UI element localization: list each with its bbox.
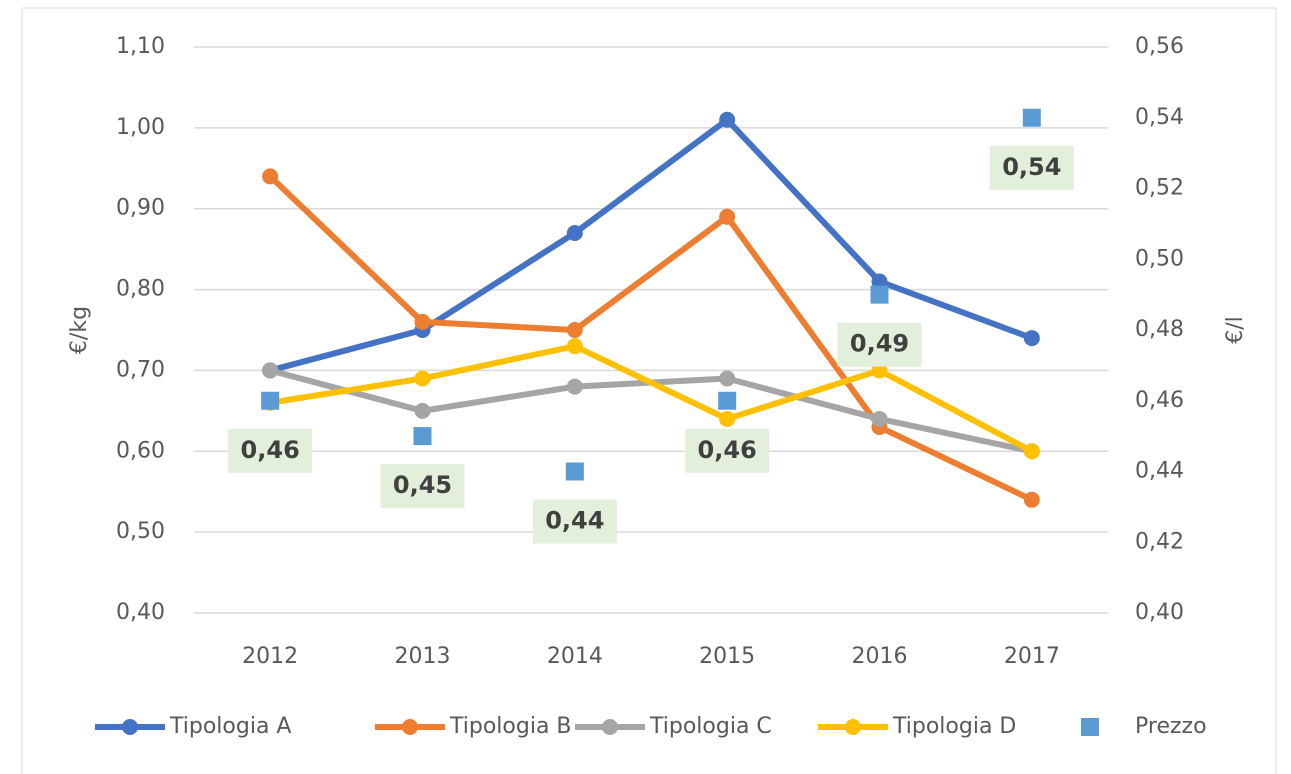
y2-tick-label: 0,50 <box>1135 246 1184 271</box>
x-tick-label: 2014 <box>547 644 603 669</box>
legend-label: Tipologia C <box>649 714 772 739</box>
series-point <box>414 402 431 419</box>
legend-marker <box>402 719 418 735</box>
series-point <box>719 208 736 225</box>
series-point <box>1023 443 1040 460</box>
series-point <box>566 378 583 395</box>
x-tick-label: 2015 <box>699 644 755 669</box>
legend-label: Tipologia A <box>169 714 291 739</box>
y-tick-label: 0,50 <box>116 519 165 544</box>
value-label-bg <box>380 464 465 509</box>
series-point <box>1023 330 1040 347</box>
series-point <box>871 273 888 290</box>
y2-tick-label: 0,42 <box>1135 529 1184 554</box>
legend-label: Prezzo <box>1135 714 1207 739</box>
y-tick-label: 0,60 <box>116 438 165 463</box>
x-tick-label: 2017 <box>1004 644 1060 669</box>
value-label-bg <box>837 322 922 367</box>
y-tick-label: 0,90 <box>116 196 165 221</box>
series-point <box>566 322 583 338</box>
value-label: 0,45 <box>393 471 452 499</box>
y2-tick-label: 0,48 <box>1135 317 1184 342</box>
legend-marker <box>602 719 618 735</box>
legend-marker <box>1081 718 1099 736</box>
series-point <box>719 370 736 387</box>
y2-tick-label: 0,44 <box>1135 459 1184 484</box>
y-tick-label: 0,40 <box>116 600 165 625</box>
series-point <box>413 427 432 446</box>
y2-tick-label: 0,52 <box>1135 176 1184 201</box>
series-point <box>566 338 583 355</box>
series-line <box>269 116 1033 374</box>
y2-tick-label: 0,40 <box>1135 600 1184 625</box>
value-label-bg <box>228 428 313 473</box>
series-point <box>1022 108 1041 127</box>
value-label: 0,44 <box>545 507 604 535</box>
series-point <box>262 362 279 379</box>
series-point <box>718 391 737 410</box>
series-point <box>1023 491 1040 508</box>
value-label: 0,54 <box>1002 153 1061 181</box>
x-tick-label: 2016 <box>852 644 908 669</box>
value-label-bg <box>685 428 770 473</box>
series-point <box>719 410 736 427</box>
series-line <box>269 343 1034 454</box>
series-line <box>268 174 1034 503</box>
y-tick-label: 1,10 <box>116 34 165 59</box>
y-tick-label: 0,70 <box>116 357 165 382</box>
legend-label: Tipologia B <box>449 714 572 739</box>
series-point <box>566 224 583 241</box>
x-tick-label: 2012 <box>242 644 298 669</box>
series-point <box>262 168 279 185</box>
series-point <box>871 410 888 427</box>
series-point <box>261 391 280 410</box>
value-label: 0,46 <box>698 436 757 464</box>
value-label: 0,49 <box>850 330 909 358</box>
y2-tick-label: 0,56 <box>1135 34 1184 59</box>
value-label-bg <box>532 499 617 544</box>
series-point <box>719 111 736 128</box>
y-axis-title: €/kg <box>67 306 92 354</box>
value-label: 0,46 <box>241 436 300 464</box>
y2-axis-title: €/l <box>1223 316 1248 344</box>
legend-label: Tipologia D <box>892 714 1016 739</box>
value-label-bg <box>989 145 1074 190</box>
series-point <box>565 462 584 481</box>
legend-marker <box>122 719 138 735</box>
x-tick-label: 2013 <box>395 644 451 669</box>
y-tick-label: 0,80 <box>116 277 165 302</box>
series-point <box>414 313 431 330</box>
y2-tick-label: 0,54 <box>1135 105 1184 130</box>
legend-marker <box>845 719 861 735</box>
y2-tick-label: 0,46 <box>1135 388 1184 413</box>
series-point <box>414 370 431 387</box>
y-tick-label: 1,00 <box>116 115 165 140</box>
series-point <box>870 285 889 304</box>
